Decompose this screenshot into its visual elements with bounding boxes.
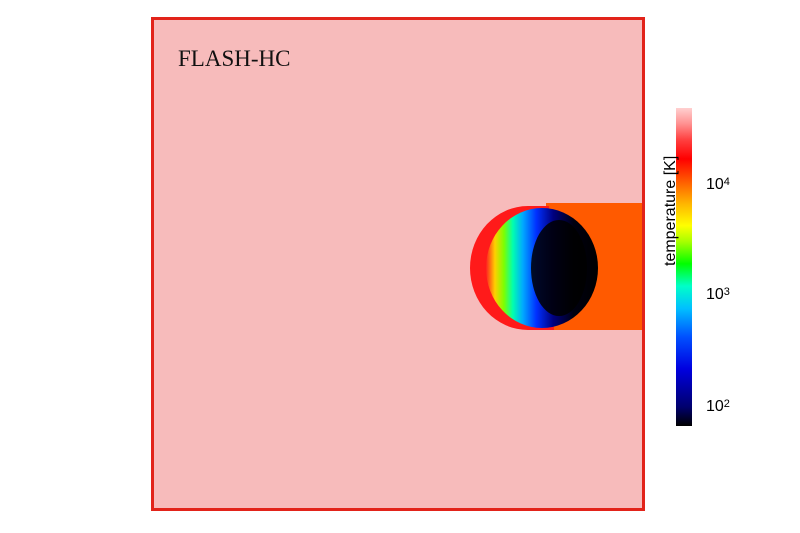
colorbar-tick-10e4: 104 (706, 176, 730, 193)
colorbar (676, 108, 692, 426)
colorbar-tick-10e2: 102 (706, 398, 730, 415)
temperature-map (154, 20, 642, 508)
colorbar-label: temperature [K] (662, 155, 679, 266)
panel-label: FLASH-HC (178, 46, 291, 71)
colorbar-tick-10e3: 103 (706, 286, 730, 303)
clump-dark-core (531, 220, 587, 316)
plot-panel: FLASH-HC (151, 17, 645, 511)
